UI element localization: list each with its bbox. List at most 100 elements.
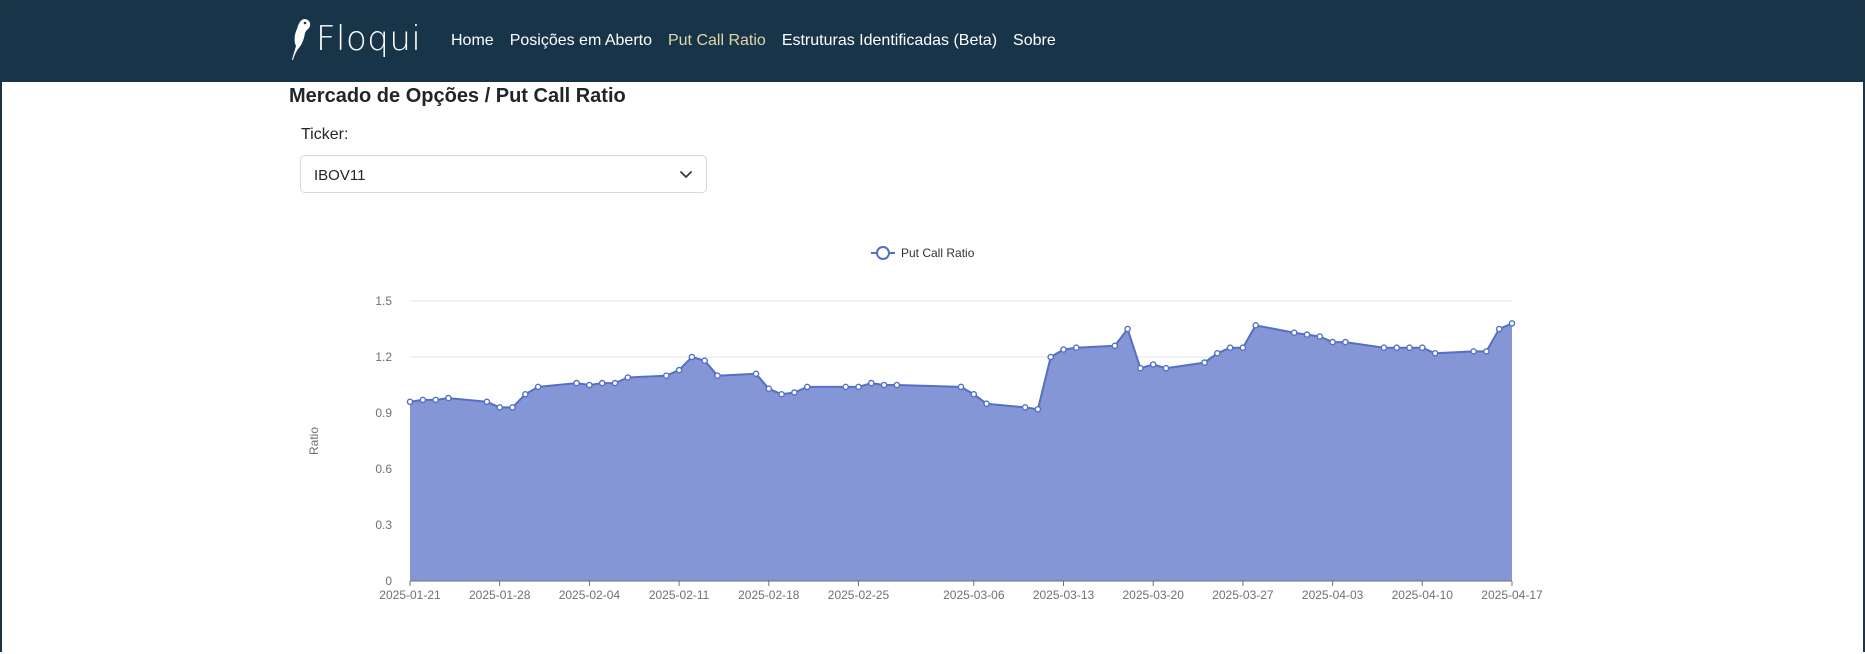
ticker-label: Ticker: bbox=[301, 126, 349, 143]
nav-put-call-ratio[interactable]: Put Call Ratio bbox=[667, 32, 766, 49]
data-point bbox=[1380, 344, 1388, 352]
data-point bbox=[1419, 344, 1426, 352]
data-point bbox=[701, 357, 709, 365]
data-point bbox=[1047, 353, 1054, 361]
data-point bbox=[534, 383, 542, 391]
page-title: Mercado de Opções / Put Call Ratio bbox=[289, 85, 626, 107]
data-point bbox=[483, 398, 491, 406]
y-tick-label: 0.9 bbox=[375, 406, 392, 420]
data-point bbox=[1431, 349, 1439, 357]
data-point bbox=[1483, 348, 1490, 355]
data-point bbox=[1124, 325, 1131, 333]
data-point bbox=[791, 389, 798, 396]
data-point bbox=[778, 390, 785, 398]
nav-open-positions[interactable]: Posições em Aberto bbox=[509, 32, 652, 49]
data-point bbox=[1149, 361, 1157, 368]
data-point bbox=[1316, 333, 1324, 340]
x-tick-label: 2025-04-17 bbox=[1481, 588, 1543, 602]
x-tick-label: 2025-03-06 bbox=[943, 588, 1005, 602]
data-point bbox=[1034, 405, 1042, 413]
data-point bbox=[1252, 321, 1259, 329]
data-point bbox=[624, 374, 632, 381]
brand-name: Floqui bbox=[316, 19, 422, 59]
data-point bbox=[1060, 346, 1067, 353]
data-point bbox=[1201, 359, 1208, 366]
data-point bbox=[1329, 338, 1336, 346]
data-point bbox=[419, 396, 427, 404]
data-point bbox=[1137, 364, 1144, 372]
data-point bbox=[406, 398, 414, 406]
y-axis-label: Ratio bbox=[307, 427, 321, 455]
data-point bbox=[1508, 320, 1516, 327]
data-point bbox=[675, 366, 683, 374]
y-tick-label: 0 bbox=[385, 574, 392, 588]
ticker-selected-value: IBOV11 bbox=[314, 167, 366, 184]
x-tick-label: 2025-02-04 bbox=[559, 588, 621, 602]
data-point bbox=[1393, 344, 1400, 352]
data-point bbox=[957, 383, 965, 391]
x-tick-label: 2025-03-13 bbox=[1033, 588, 1095, 602]
data-point bbox=[496, 404, 504, 411]
ticker-select[interactable]: IBOV11 bbox=[300, 155, 707, 193]
data-point bbox=[586, 381, 593, 389]
data-point bbox=[1303, 331, 1311, 338]
data-point bbox=[573, 379, 580, 387]
data-point bbox=[688, 353, 696, 361]
data-point bbox=[432, 396, 439, 404]
x-tick-label: 2025-03-27 bbox=[1212, 588, 1274, 602]
nav-home[interactable]: Home bbox=[451, 32, 494, 49]
y-tick-label: 0.6 bbox=[375, 462, 392, 476]
data-point bbox=[1214, 349, 1221, 357]
x-tick-label: 2025-04-03 bbox=[1302, 588, 1364, 602]
data-point bbox=[1470, 348, 1477, 355]
x-tick-label: 2025-04-10 bbox=[1392, 588, 1454, 602]
data-point bbox=[509, 404, 516, 411]
data-point bbox=[765, 385, 773, 393]
y-tick-label: 1.5 bbox=[375, 294, 392, 308]
data-point bbox=[663, 372, 670, 380]
data-point bbox=[893, 381, 901, 389]
x-tick-label: 2025-01-21 bbox=[379, 588, 441, 602]
data-point bbox=[1021, 404, 1029, 411]
data-point bbox=[803, 383, 811, 391]
series-area-fill bbox=[410, 323, 1512, 581]
data-point bbox=[970, 390, 978, 398]
data-point bbox=[445, 394, 452, 402]
brand-logo[interactable]: Floqui bbox=[290, 16, 421, 62]
data-point bbox=[1111, 342, 1119, 350]
data-point bbox=[1162, 364, 1170, 372]
data-point bbox=[611, 379, 619, 387]
chevron-down-icon bbox=[680, 171, 692, 178]
data-point bbox=[714, 372, 721, 380]
nav-about[interactable]: Sobre bbox=[1013, 32, 1056, 49]
x-tick-label: 2025-01-28 bbox=[469, 588, 531, 602]
legend-label: Put Call Ratio bbox=[901, 246, 975, 260]
data-point bbox=[1342, 338, 1349, 346]
data-point bbox=[1239, 344, 1247, 352]
y-tick-label: 1.2 bbox=[375, 350, 392, 364]
data-point bbox=[880, 381, 888, 389]
data-point bbox=[1073, 344, 1080, 352]
data-point bbox=[522, 390, 529, 398]
nav-identified-structures[interactable]: Estruturas Identificadas (Beta) bbox=[781, 32, 998, 49]
top-navbar: Floqui Home Posições em Aberto Put Call … bbox=[2, 2, 1863, 82]
data-point bbox=[855, 383, 862, 391]
bird-logo-icon bbox=[292, 19, 311, 60]
data-point bbox=[1226, 344, 1234, 352]
x-tick-label: 2025-02-18 bbox=[738, 588, 800, 602]
data-point bbox=[752, 370, 760, 378]
data-point bbox=[842, 383, 850, 391]
data-point bbox=[1406, 344, 1413, 352]
nav-menu: Home Posições em Aberto Put Call Ratio E… bbox=[451, 32, 1072, 50]
x-tick-label: 2025-02-25 bbox=[828, 588, 890, 602]
data-point bbox=[1290, 329, 1298, 337]
y-tick-label: 0.3 bbox=[375, 518, 392, 532]
legend-circle-marker bbox=[876, 246, 890, 260]
data-point bbox=[983, 400, 990, 408]
data-point bbox=[1495, 325, 1503, 333]
x-tick-label: 2025-03-20 bbox=[1123, 588, 1185, 602]
data-point bbox=[868, 379, 875, 387]
x-tick-label: 2025-02-11 bbox=[649, 588, 710, 602]
data-point bbox=[598, 379, 606, 387]
